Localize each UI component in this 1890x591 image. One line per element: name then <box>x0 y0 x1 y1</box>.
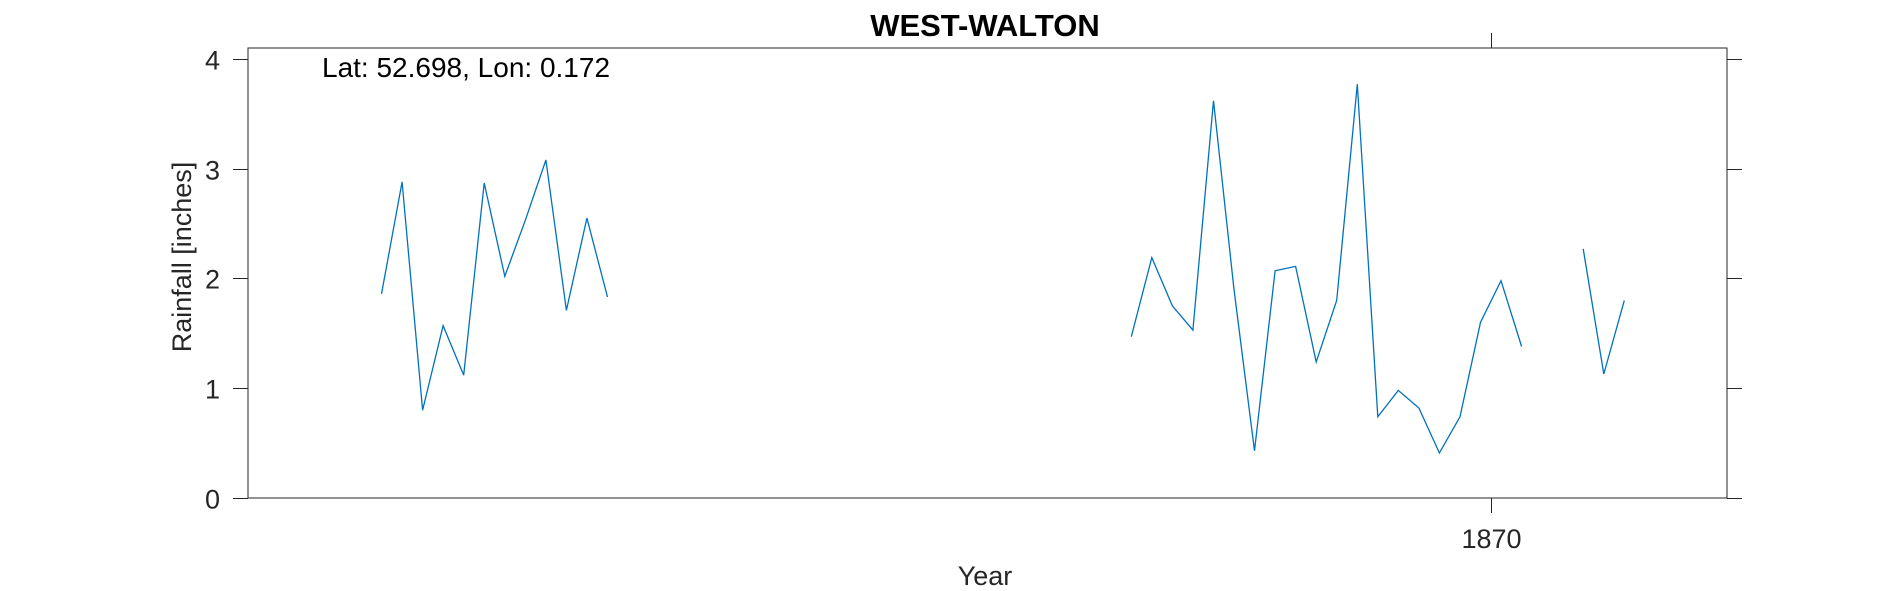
x-axis-label: Year <box>958 561 1013 591</box>
rainfall-line-segment-3 <box>1582 248 1625 375</box>
y-tick-label: 3 <box>205 156 220 186</box>
location-annotation: Lat: 52.698, Lon: 0.172 <box>322 52 610 83</box>
rainfall-line-segment-2 <box>1130 84 1523 455</box>
axes: 0 1 2 3 4 1870 <box>205 33 1742 554</box>
x-tick-label: 1870 <box>1461 524 1521 554</box>
chart-title: WEST-WALTON <box>870 8 1100 43</box>
y-tick-label: 1 <box>205 375 220 405</box>
y-tick-label: 0 <box>205 485 220 515</box>
plot-box <box>247 47 1728 499</box>
y-tick-label: 4 <box>205 46 220 76</box>
rainfall-line-segment-1 <box>380 159 609 411</box>
rainfall-series <box>380 84 1625 455</box>
y-tick-label: 2 <box>205 265 220 295</box>
y-axis-label: Rainfall [inches] <box>167 162 197 353</box>
